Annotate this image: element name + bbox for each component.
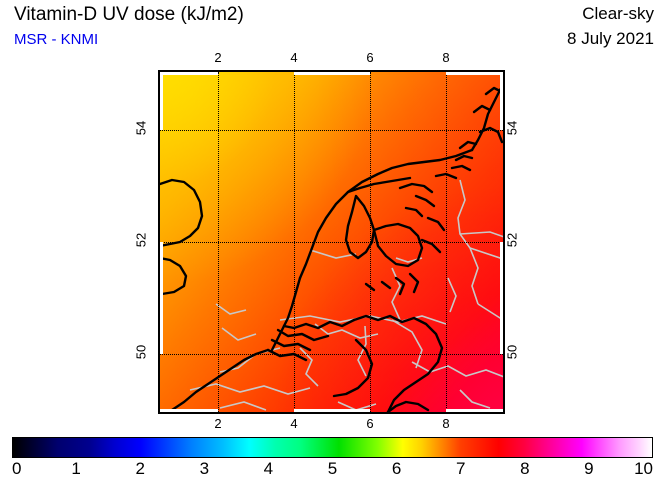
lat-label-right-52: 52 [504, 232, 520, 248]
colorbar-tick-5: 5 [327, 459, 338, 478]
lat-label-left-54: 54 [133, 120, 149, 136]
colorbar-tick-1: 1 [71, 459, 81, 478]
top-axis-ticks [160, 72, 503, 75]
gridline-lat-52 [160, 242, 503, 243]
colorbar-tick-8: 8 [520, 459, 530, 478]
lon-label-bottom-2: 2 [214, 416, 222, 431]
colorbar-tick-9: 9 [584, 459, 594, 478]
right-axis-ticks [500, 72, 503, 412]
map-frame [158, 70, 505, 414]
colorbar-tick-3: 3 [199, 459, 210, 478]
date-label: 8 July 2021 [567, 29, 654, 48]
colorbar-tick-7: 7 [455, 459, 466, 478]
lat-label-right-50: 50 [504, 344, 520, 360]
country-borders-layer [189, 179, 503, 411]
lon-label-top-2: 2 [214, 50, 222, 65]
lon-label-bottom-6: 6 [366, 416, 374, 431]
lon-label-top-6: 6 [366, 50, 374, 65]
bottom-axis-ticks [160, 409, 503, 412]
gridline-lat-54 [160, 130, 503, 131]
uv-dose-map [158, 70, 505, 414]
colorbar-tick-6: 6 [391, 459, 402, 478]
colorbar-tick-10: 10 [634, 459, 653, 478]
lon-label-top-8: 8 [442, 50, 450, 65]
coastline-overlay [160, 83, 503, 412]
page-title: Vitamin-D UV dose (kJ/m2) [14, 4, 244, 25]
lat-label-right-54: 54 [504, 120, 520, 136]
left-axis-ticks [160, 72, 163, 412]
lon-label-top-4: 4 [290, 50, 298, 65]
colorbar [12, 437, 653, 458]
lat-label-left-52: 52 [133, 232, 149, 248]
colorbar-tick-2: 2 [135, 459, 145, 478]
colorbar-tick-0: 0 [12, 459, 22, 478]
lon-label-bottom-4: 4 [290, 416, 298, 431]
colorbar-tick-4: 4 [263, 459, 274, 478]
gridline-lat-50 [160, 354, 503, 355]
colorbar-tick-labels: 0 1 2 3 4 5 6 7 8 9 10 [12, 459, 653, 479]
lat-label-left-50: 50 [133, 344, 149, 360]
sky-condition-label: Clear-sky [582, 4, 654, 23]
data-source-label: MSR - KNMI [14, 31, 99, 48]
lon-label-bottom-8: 8 [442, 416, 450, 431]
